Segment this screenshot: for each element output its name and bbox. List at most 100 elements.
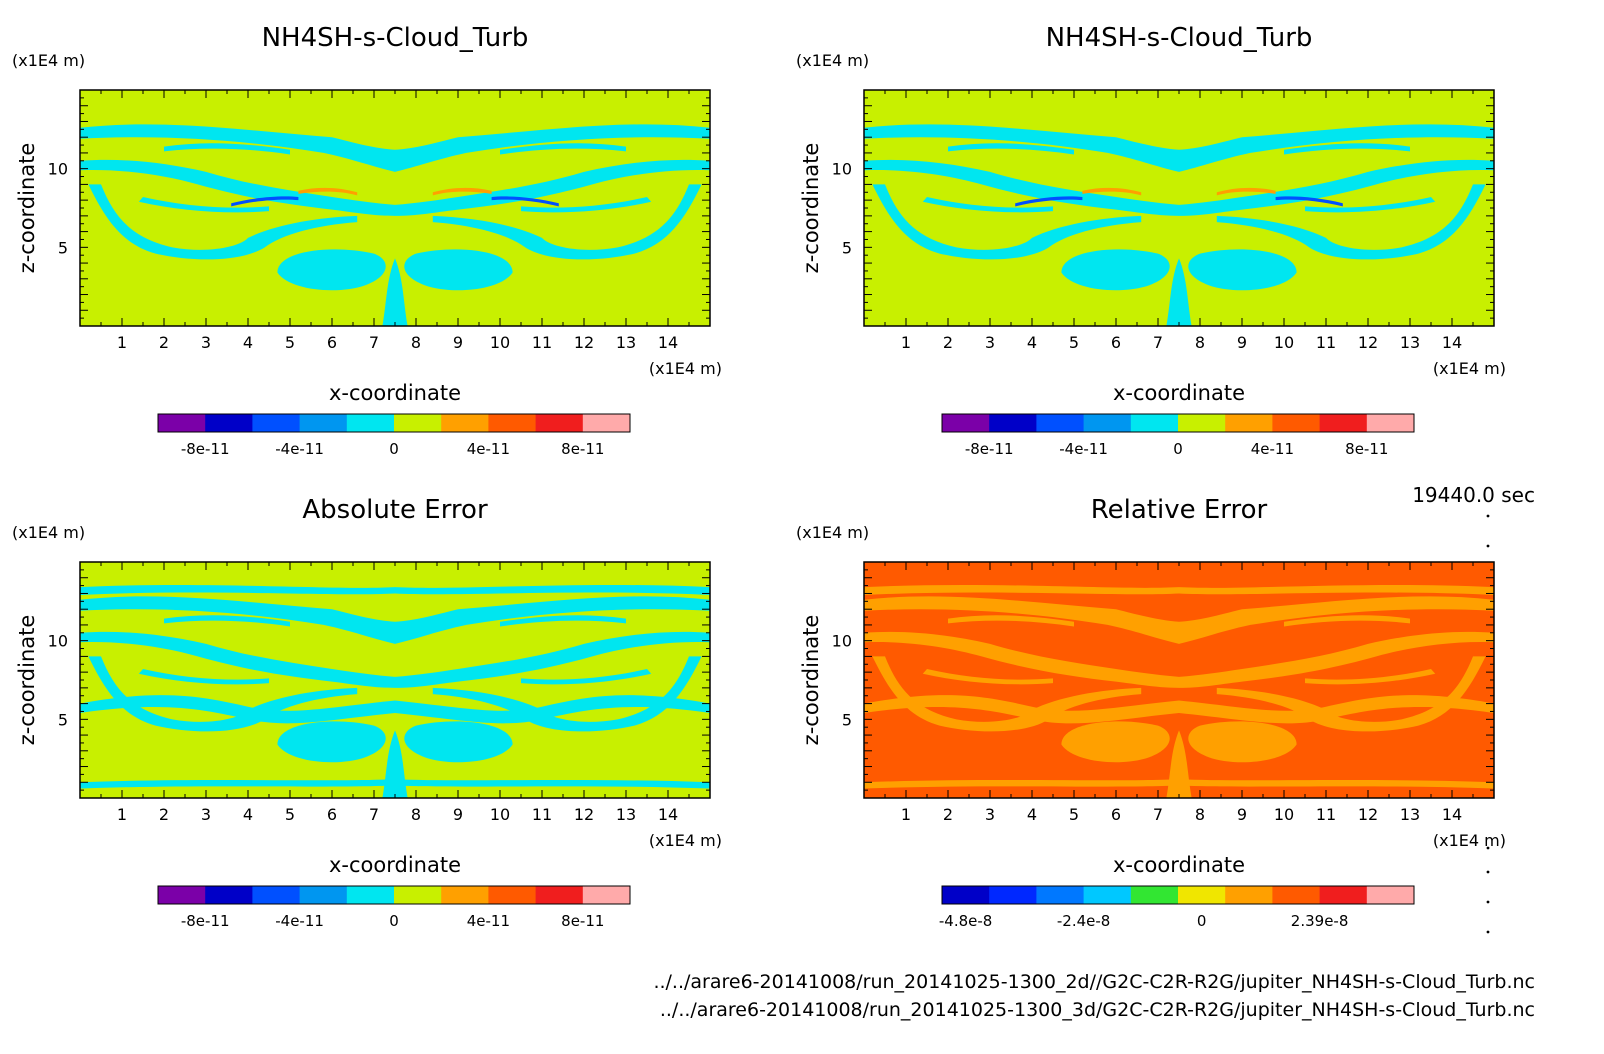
colorbar-swatch xyxy=(582,414,631,432)
colorbar-swatch xyxy=(158,886,206,904)
y-tick-label: 10 xyxy=(48,632,68,651)
colorbar-swatch xyxy=(535,414,584,432)
contour-region xyxy=(88,184,358,260)
x-tick-label: 10 xyxy=(490,805,510,824)
contour-region xyxy=(1015,196,1083,207)
x-tick-label: 2 xyxy=(159,805,169,824)
colorbar-swatch xyxy=(942,414,990,432)
x-tick-label: 3 xyxy=(201,805,211,824)
y-tick-label: 10 xyxy=(832,632,852,651)
x-tick-label: 9 xyxy=(1237,333,1247,352)
x-tick-label: 4 xyxy=(243,805,253,824)
colorbar-swatch xyxy=(1366,414,1415,432)
colorbar-swatch xyxy=(942,886,990,904)
x-tick-label: 1 xyxy=(901,333,911,352)
contour-region xyxy=(164,615,290,627)
contour-region xyxy=(80,159,710,216)
colorbar-swatch xyxy=(205,886,253,904)
colorbar-tick-label: -8e-11 xyxy=(181,912,230,930)
x-tick-label: 10 xyxy=(1274,333,1294,352)
contour-region xyxy=(432,656,702,732)
colorbar-swatch xyxy=(394,414,442,432)
contour-region xyxy=(872,656,1142,732)
colorbar-tick-label: -8e-11 xyxy=(181,440,230,458)
contour-region xyxy=(864,124,1494,172)
y-tick-label: 5 xyxy=(842,710,852,729)
colorbar-swatch xyxy=(252,886,301,904)
x-unit-label: (x1E4 m) xyxy=(649,831,722,850)
contour-region xyxy=(948,143,1074,155)
y-axis-label: z-coordinate xyxy=(15,143,39,274)
colorbar-swatch xyxy=(1319,886,1368,904)
chart-title: Absolute Error xyxy=(302,495,488,525)
x-tick-label: 12 xyxy=(574,333,594,352)
contour-region xyxy=(1216,184,1486,260)
contour-region xyxy=(382,258,408,326)
colorbar-swatch xyxy=(205,414,253,432)
contour-region xyxy=(80,596,710,644)
x-tick-label: 6 xyxy=(327,333,337,352)
x-tick-label: 1 xyxy=(117,805,127,824)
x-tick-label: 13 xyxy=(1400,805,1420,824)
heatmap-field xyxy=(80,90,710,326)
x-tick-label: 5 xyxy=(285,333,295,352)
footer-path-3d: ../../arare6-20141008/run_20141025-1300_… xyxy=(660,999,1535,1021)
x-tick-label: 14 xyxy=(1442,333,1462,352)
chart-panel-1: NH4SH-s-Cloud_Turb(x1E4 m)(x1E4 m)1 2 3 4 5 6… xyxy=(12,23,722,458)
y-axis-label: z-coordinate xyxy=(15,615,39,746)
axis-ticks xyxy=(864,90,1494,326)
chart-panel-3: Absolute Error(x1E4 m)(x1E4 m)1 2 3 4 5 6 7 8 9 1… xyxy=(12,495,722,930)
colorbar-swatch xyxy=(158,414,206,432)
colorbar-swatch xyxy=(1036,886,1085,904)
contour-region xyxy=(1188,721,1297,763)
contour-region xyxy=(1061,721,1170,763)
x-tick-label: 10 xyxy=(1274,805,1294,824)
contour-region xyxy=(1061,249,1170,291)
contour-region xyxy=(80,695,710,724)
margin-dot xyxy=(1486,870,1490,874)
x-tick-label: 12 xyxy=(574,805,594,824)
x-tick-label: 3 xyxy=(985,805,995,824)
contour-region xyxy=(521,668,652,685)
x-tick-label: 6 xyxy=(1111,805,1121,824)
axis-ticks xyxy=(80,562,710,798)
x-tick-label: 14 xyxy=(1442,805,1462,824)
contour-region xyxy=(80,631,710,688)
colorbar-swatch xyxy=(582,886,631,904)
x-tick-label: 10 xyxy=(490,333,510,352)
colorbar: -4.8e-8 -2.4e-8 0 2.39e-8 xyxy=(939,885,1415,930)
colorbar-swatch xyxy=(1083,886,1132,904)
y-tick-label: 5 xyxy=(842,238,852,257)
contour-region xyxy=(298,187,358,196)
colorbar-swatch xyxy=(1366,886,1415,904)
colorbar-swatch xyxy=(299,414,348,432)
x-tick-label: 4 xyxy=(1027,805,1037,824)
chart-panel-2: NH4SH-s-Cloud_Turb(x1E4 m)(x1E4 m)1 2 3 4 5 6… xyxy=(796,23,1506,458)
x-tick-label: 13 xyxy=(616,333,636,352)
colorbar-tick-label: 0 xyxy=(1197,912,1207,930)
contour-region xyxy=(521,196,652,213)
contour-region xyxy=(872,184,1142,260)
colorbar-tick-label: 0 xyxy=(1173,440,1183,458)
colorbar-swatch xyxy=(1178,886,1226,904)
contour-region xyxy=(864,584,1494,596)
x-axis-label: x-coordinate xyxy=(1113,381,1245,405)
contour-region xyxy=(404,721,513,763)
colorbar-swatch xyxy=(989,886,1037,904)
x-tick-label: 8 xyxy=(1195,333,1205,352)
x-tick-label: 7 xyxy=(1153,805,1163,824)
y-axis-label: z-coordinate xyxy=(799,143,823,274)
colorbar-tick-label: -8e-11 xyxy=(965,440,1014,458)
x-tick-label: 5 xyxy=(1069,333,1079,352)
x-tick-label: 13 xyxy=(1400,333,1420,352)
x-axis-label: x-coordinate xyxy=(329,381,461,405)
colorbar-swatch xyxy=(1225,886,1273,904)
x-tick-label: 5 xyxy=(285,805,295,824)
contour-region xyxy=(164,143,290,155)
contour-region xyxy=(500,143,626,155)
colorbar-swatch xyxy=(394,886,442,904)
x-tick-label: 6 xyxy=(1111,333,1121,352)
x-tick-label: 1 xyxy=(901,805,911,824)
colorbar-tick-label: 2.39e-8 xyxy=(1291,912,1349,930)
